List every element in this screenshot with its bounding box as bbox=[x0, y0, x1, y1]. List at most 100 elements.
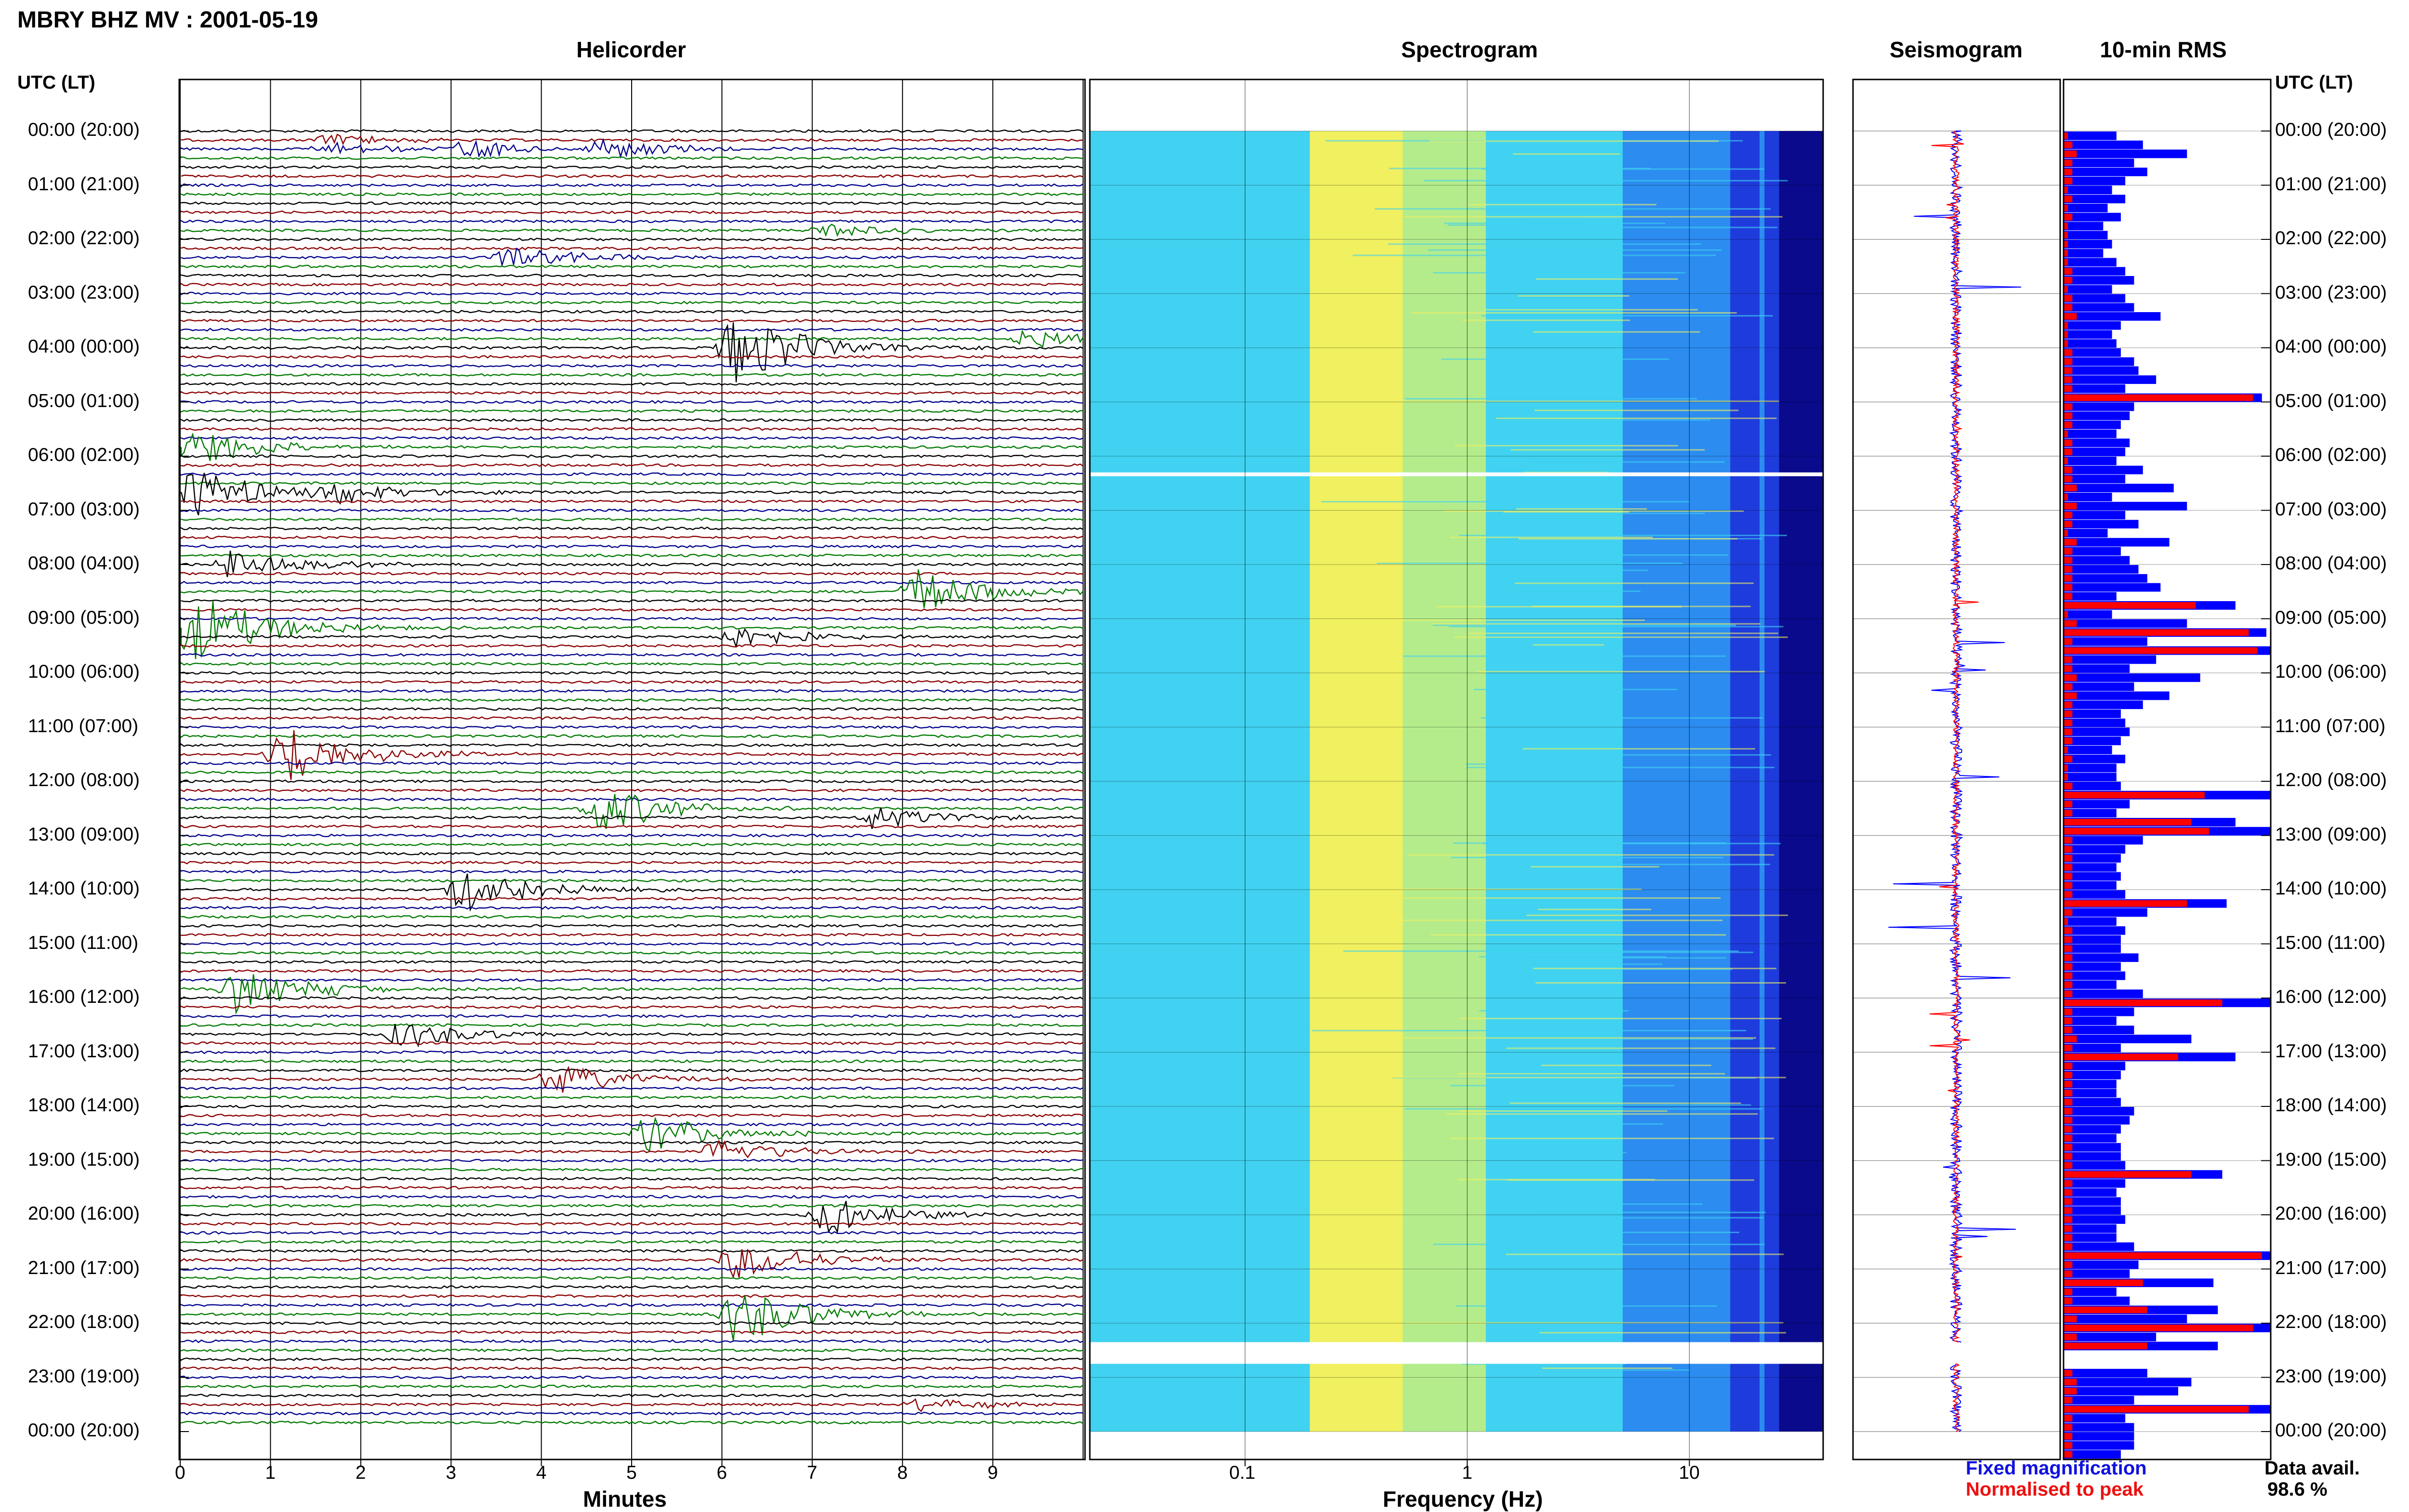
spectrogram-streak bbox=[1405, 1322, 1784, 1324]
data-availability-value: 98.6 % bbox=[2267, 1479, 2328, 1500]
helicorder-trace bbox=[180, 1394, 1084, 1397]
spectrogram-streak bbox=[1502, 226, 1777, 228]
rms-bar-fixed bbox=[2064, 249, 2104, 258]
spectrogram-streak bbox=[1486, 957, 1726, 959]
helicorder-trace bbox=[180, 879, 1084, 883]
helicorder-trace bbox=[180, 1276, 1084, 1280]
helicorder-trace bbox=[180, 1185, 1084, 1190]
spectrogram-band bbox=[1710, 131, 1716, 1432]
spectrogram-band bbox=[1657, 131, 1662, 1432]
spectrogram-streak bbox=[1449, 626, 1784, 628]
time-label-left: 01:00 (21:00) bbox=[28, 173, 140, 195]
rms-bar-fixed bbox=[2064, 168, 2147, 176]
spectrogram-band bbox=[1696, 131, 1701, 1432]
spectrogram-band bbox=[1578, 131, 1584, 1432]
spectrogram-band bbox=[1764, 131, 1770, 1432]
time-label-left: 13:00 (09:00) bbox=[28, 824, 140, 845]
rms-bar-fixed bbox=[2064, 529, 2108, 538]
spectrogram-band bbox=[1593, 131, 1599, 1432]
spectrogram-band bbox=[1095, 131, 1100, 1432]
rms-bar-normalised bbox=[2064, 358, 2073, 365]
spectrogram-band bbox=[1222, 131, 1227, 1432]
spectrogram-band bbox=[1310, 131, 1315, 1432]
rms-bar-normalised bbox=[2064, 936, 2073, 943]
rms-bar-fixed bbox=[2064, 917, 2117, 926]
helicorder-trace bbox=[180, 779, 1084, 784]
spectrogram-band bbox=[1730, 131, 1735, 1432]
time-label-left: 23:00 (19:00) bbox=[28, 1366, 140, 1387]
helicorder-trace bbox=[180, 1348, 1084, 1353]
helicorder-trace bbox=[180, 1321, 1084, 1325]
spectrogram-band bbox=[1740, 131, 1746, 1432]
helicorder-trace bbox=[180, 761, 1084, 765]
spectrogram-streak bbox=[1503, 511, 1629, 513]
spectrogram-band bbox=[1217, 131, 1222, 1432]
rms-bar-normalised bbox=[2064, 602, 2196, 609]
rms-bar-normalised bbox=[2064, 177, 2073, 184]
rms-bar-normalised bbox=[2064, 575, 2073, 582]
spectrogram-streak bbox=[1537, 908, 1652, 910]
spectrogram-band bbox=[1114, 131, 1120, 1432]
minute-tick-label: 8 bbox=[897, 1462, 908, 1483]
rms-bar-fixed bbox=[2064, 1206, 2121, 1215]
spectrogram-band bbox=[1539, 131, 1545, 1432]
helicorder-trace bbox=[180, 246, 1084, 250]
helicorder-trace bbox=[180, 1041, 1084, 1045]
spectrogram-panel bbox=[1090, 79, 1824, 1459]
spectrogram-band bbox=[1466, 131, 1471, 1432]
spectrogram-band bbox=[1378, 131, 1384, 1432]
helicorder-trace bbox=[180, 1384, 1084, 1389]
time-label-left: 10:00 (06:00) bbox=[28, 661, 140, 682]
helicorder-trace bbox=[180, 201, 1084, 205]
rms-bar-fixed bbox=[2064, 610, 2112, 619]
helicorder-trace bbox=[180, 526, 1084, 530]
helicorder-trace bbox=[180, 301, 1084, 305]
rms-bar-fixed bbox=[2064, 1043, 2121, 1052]
rms-bar-fixed bbox=[2064, 746, 2112, 754]
spectrogram-band bbox=[1227, 131, 1232, 1432]
rms-bar-normalised bbox=[2064, 1397, 2073, 1404]
helicorder-trace bbox=[180, 1158, 1084, 1163]
helicorder-trace bbox=[180, 1294, 1084, 1298]
rms-bar-normalised bbox=[2064, 1126, 2073, 1133]
spectrogram-band bbox=[1725, 131, 1731, 1432]
helicorder-trace bbox=[180, 1285, 1084, 1289]
rms-bar-normalised bbox=[2064, 1207, 2073, 1214]
rms-bar-fixed bbox=[2064, 330, 2112, 339]
time-label-left: 17:00 (13:00) bbox=[28, 1040, 140, 1062]
spectrogram-band bbox=[1251, 131, 1257, 1432]
rms-bar-fixed bbox=[2064, 339, 2117, 348]
rms-bar-normalised bbox=[2064, 963, 2073, 970]
rms-bar-fixed bbox=[2064, 890, 2126, 899]
helicorder-trace bbox=[180, 996, 1084, 1000]
rms-bar-normalised bbox=[2064, 1026, 2073, 1034]
spectrogram-band bbox=[1368, 131, 1374, 1432]
spectrogram-band bbox=[1803, 131, 1809, 1432]
spectrogram-streak bbox=[1515, 864, 1770, 866]
rms-bar-fixed bbox=[2064, 953, 2139, 962]
spectrogram-streak bbox=[1513, 963, 1663, 965]
rms-bar-normalised bbox=[2064, 223, 2068, 230]
rms-bar-fixed bbox=[2064, 619, 2187, 628]
rms-bar-normalised bbox=[2064, 638, 2073, 645]
time-label-right: 12:00 (08:00) bbox=[2275, 770, 2387, 790]
spectrogram-band bbox=[1647, 131, 1653, 1432]
spectrogram-streak bbox=[1536, 278, 1678, 280]
spectrogram-streak bbox=[1533, 331, 1700, 333]
spectrogram-band bbox=[1143, 131, 1149, 1432]
time-label-left: 16:00 (12:00) bbox=[28, 986, 140, 1007]
spectrogram-streak bbox=[1456, 1305, 1718, 1307]
spectrogram-band bbox=[1676, 131, 1682, 1432]
rms-bar-fixed bbox=[2064, 1387, 2178, 1396]
rms-bar-fixed bbox=[2064, 1242, 2134, 1251]
rms-bar-fixed bbox=[2064, 511, 2126, 520]
time-label-right: 14:00 (10:00) bbox=[2275, 878, 2387, 899]
minute-tick-label: 6 bbox=[716, 1462, 728, 1483]
rms-bar-normalised bbox=[2064, 1180, 2073, 1187]
spectrogram-streak bbox=[1432, 623, 1760, 625]
spectrogram-streak bbox=[1525, 951, 1753, 953]
rms-bar-fixed bbox=[2064, 484, 2174, 493]
helicorder-trace bbox=[180, 553, 1084, 558]
spectrogram-band bbox=[1241, 131, 1247, 1432]
helicorder-trace bbox=[180, 1222, 1084, 1226]
